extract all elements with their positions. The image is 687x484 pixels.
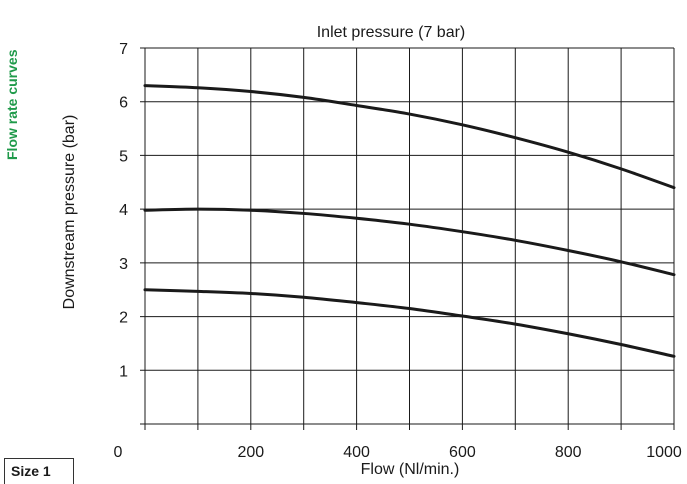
x-axis-title: Flow (Nl/min.) bbox=[361, 461, 460, 478]
x-tick-label: 800 bbox=[555, 444, 582, 461]
x-tick-label: 0 bbox=[114, 444, 123, 461]
chart-title: Inlet pressure (7 bar) bbox=[317, 24, 466, 41]
x-tick-label: 200 bbox=[237, 444, 264, 461]
y-axis-title: Downstream pressure (bar) bbox=[61, 115, 78, 310]
y-tick-label: 6 bbox=[119, 95, 128, 112]
y-tick-label: 5 bbox=[119, 148, 128, 165]
series-layer bbox=[143, 84, 676, 358]
x-tick-label: 600 bbox=[449, 444, 476, 461]
y-tick-label: 7 bbox=[119, 41, 128, 58]
y-tick-label: 2 bbox=[119, 310, 128, 327]
series-line-1 bbox=[143, 84, 676, 190]
tick-label-layer: 0 200 400 600 800 1000 1 2 3 4 5 6 7 bbox=[114, 41, 682, 461]
y-tick-label: 4 bbox=[119, 202, 128, 219]
x-tick-label: 400 bbox=[343, 444, 370, 461]
series-line-3 bbox=[143, 288, 676, 358]
y-tick-label: 1 bbox=[119, 363, 128, 380]
grid-layer bbox=[140, 47, 675, 430]
y-tick-label: 3 bbox=[119, 256, 128, 273]
series-line-2 bbox=[143, 207, 676, 277]
x-tick-label: 1000 bbox=[646, 444, 682, 461]
size-tag: Size 1 bbox=[4, 458, 74, 484]
